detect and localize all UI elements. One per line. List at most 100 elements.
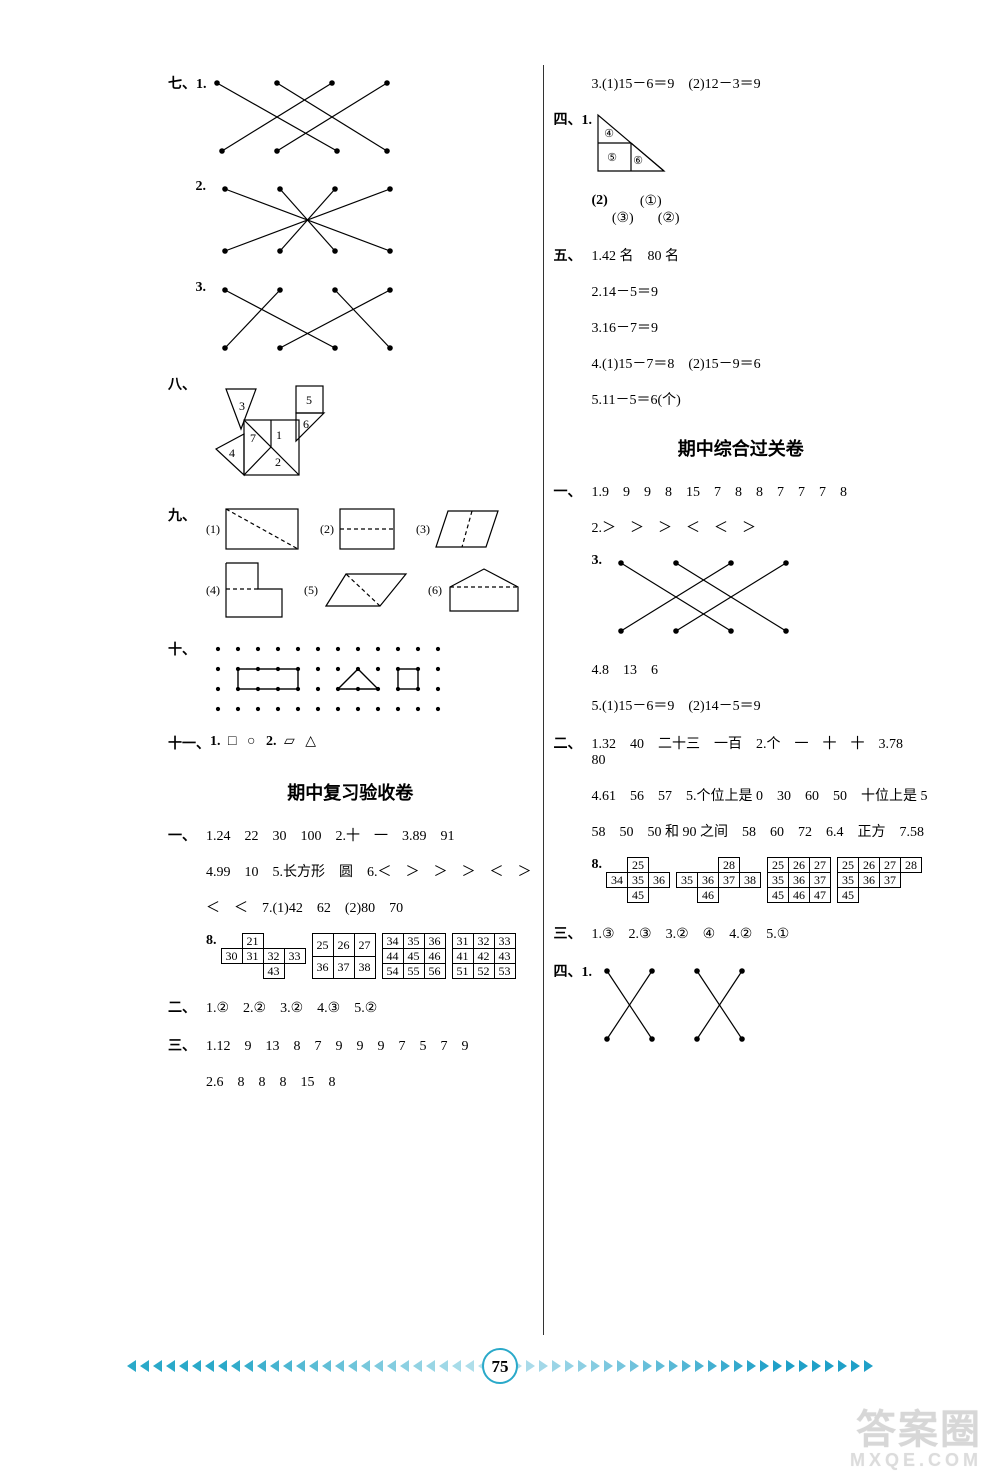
page-number: 75 bbox=[492, 1357, 509, 1376]
answer-text: 58 50 50 和 90 之间 58 60 72 6.4 正方 7.58 bbox=[592, 821, 929, 841]
s1-l2: 4.99 10 5.长方形 圆 6.＜ ＞ ＞ ＞ ＜ ＞ bbox=[206, 861, 533, 881]
q11-text: 1. □ ○ 2. ▱ △ bbox=[210, 733, 533, 750]
r1-l4: 4.8 13 6 bbox=[592, 659, 929, 679]
answer-text: 1.42 名 80 名 bbox=[592, 245, 929, 265]
r4: 四、1. bbox=[554, 961, 929, 1051]
section-title: 期中综合过关卷 bbox=[554, 435, 929, 461]
answer-text: 5.(1)15－6＝9 (2)14－5＝9 bbox=[592, 695, 929, 715]
r4-label: 四、1. bbox=[554, 961, 593, 981]
q10-label: 十、 bbox=[168, 639, 206, 659]
q5-l4: 4.(1)15－7＝8 (2)15－9＝6 bbox=[592, 353, 929, 373]
r3: 三、 1.③ 2.③ 3.② ④ 4.② 5.① bbox=[554, 923, 929, 943]
r1-l5: 5.(1)15－6＝9 (2)14－5＝9 bbox=[592, 695, 929, 715]
s3-label: 三、 bbox=[168, 1035, 206, 1055]
q9-part-label: (6) bbox=[428, 583, 442, 598]
right-column: 3.(1)15－6＝9 (2)12－3＝9 四、1. ④ ⑤ ⑥ bbox=[554, 65, 929, 1335]
cross-lines-diagram bbox=[210, 179, 400, 264]
q7-3-label: 3. bbox=[168, 280, 210, 296]
s3-l2: 2.6 8 8 8 15 8 bbox=[206, 1071, 533, 1091]
q9: 九、 (1) (2) (3) (4) bbox=[168, 505, 533, 621]
q9-part-label: (4) bbox=[206, 583, 220, 598]
s1-8-label: 8. bbox=[206, 933, 217, 949]
s2-label: 二、 bbox=[168, 997, 206, 1017]
q9-part: (1) bbox=[206, 505, 302, 553]
answer-text: 3.(1)15－6＝9 (2)12－3＝9 bbox=[592, 73, 929, 93]
svg-text:4: 4 bbox=[229, 446, 235, 460]
q8-label: 八、 bbox=[168, 374, 206, 394]
s1-l3: ＜ ＜ 7.(1)42 62 (2)80 70 bbox=[206, 897, 533, 917]
svg-text:5: 5 bbox=[306, 393, 312, 407]
q4-2-c3: (②) bbox=[658, 210, 680, 227]
q7-2-label: 2. bbox=[168, 179, 210, 195]
q5-label: 五、 bbox=[554, 245, 592, 265]
s1-l1: 一、 1.24 22 30 100 2.十 一 3.89 91 bbox=[168, 825, 533, 845]
q4-2: (2) (①) (③) (②) bbox=[592, 193, 929, 227]
dot-grid-diagram bbox=[206, 639, 456, 719]
q11-label: 十一、 bbox=[168, 733, 210, 753]
shape-diagram bbox=[336, 505, 398, 553]
q4-2-c1: (①) bbox=[640, 193, 680, 210]
r-top-l1: 3.(1)15－6＝9 (2)12－3＝9 bbox=[592, 73, 929, 93]
q4-2-c2: (③) bbox=[612, 210, 634, 227]
q9-label: 九、 bbox=[168, 505, 206, 525]
q9-part: (2) bbox=[320, 505, 398, 553]
answer-text: 1.32 40 二十三 一百 2.个 一 十 十 3.78 80 bbox=[592, 733, 929, 769]
answer-text: 1.9 9 9 8 15 7 8 8 7 7 7 8 bbox=[592, 481, 929, 501]
r2-label: 二、 bbox=[554, 733, 592, 753]
svg-text:1: 1 bbox=[276, 428, 282, 442]
q9-part: (6) bbox=[428, 559, 522, 621]
r2-l1: 二、 1.32 40 二十三 一百 2.个 一 十 十 3.78 80 bbox=[554, 733, 929, 769]
r2-l4: 8. 25 343536 45 28 35363738 46 252627353… bbox=[592, 857, 929, 903]
q7-1: 七、1. bbox=[168, 73, 533, 163]
q9-part-label: (3) bbox=[416, 522, 430, 537]
page-footer: 75 bbox=[0, 1346, 1000, 1386]
page: 七、1. 2. bbox=[0, 0, 1000, 1476]
q9-part: (5) bbox=[304, 559, 410, 621]
r1-3-label: 3. bbox=[592, 553, 603, 569]
q7-2: 2. bbox=[168, 179, 533, 264]
answer-text: 4.99 10 5.长方形 圆 6.＜ ＞ ＞ ＞ ＜ ＞ bbox=[206, 861, 533, 881]
answer-text: 5.11－5＝6(个) bbox=[592, 389, 929, 409]
number-grids: 21 30313233 43 2526273637383435364445465… bbox=[221, 933, 522, 979]
r2-l2: 4.61 56 57 5.个位上是 0 30 60 50 十位上是 5 bbox=[592, 785, 929, 805]
watermark-line1: 答案圈 bbox=[850, 1409, 982, 1451]
answer-text: 3.16－7＝9 bbox=[592, 317, 929, 337]
footer-arrows: 75 bbox=[0, 1346, 1000, 1386]
r1-l3: 3. bbox=[592, 553, 929, 643]
cross-lines-diagram bbox=[207, 73, 397, 163]
q9-part-label: (5) bbox=[304, 583, 318, 598]
shape-diagram bbox=[432, 505, 502, 553]
s3-l1: 三、 1.12 9 13 8 7 9 9 9 7 5 7 9 bbox=[168, 1035, 533, 1055]
left-column: 七、1. 2. bbox=[168, 65, 533, 1335]
r1-l1: 一、 1.9 9 9 8 15 7 8 8 7 7 7 8 bbox=[554, 481, 929, 501]
two-column-layout: 七、1. 2. bbox=[168, 65, 928, 1335]
section-title: 期中复习验收卷 bbox=[168, 779, 533, 805]
column-divider bbox=[543, 65, 544, 1335]
q5-l5: 5.11－5＝6(个) bbox=[592, 389, 929, 409]
q9-part-label: (1) bbox=[206, 522, 220, 537]
answer-text: 2.＞ ＞ ＞ ＜ ＜ ＞ bbox=[592, 517, 929, 537]
answer-text: 1.③ 2.③ 3.② ④ 4.② 5.① bbox=[592, 923, 929, 943]
answer-text: 1.24 22 30 100 2.十 一 3.89 91 bbox=[206, 825, 533, 845]
svg-text:6: 6 bbox=[303, 417, 309, 431]
cross-lines-diagram bbox=[210, 280, 400, 360]
svg-text:7: 7 bbox=[250, 431, 256, 445]
s1-label: 一、 bbox=[168, 825, 206, 845]
answer-text: 1.12 9 13 8 7 9 9 9 7 5 7 9 bbox=[206, 1035, 533, 1055]
r1-label: 一、 bbox=[554, 481, 592, 501]
shape-diagram bbox=[222, 505, 302, 553]
tangram-diagram: 3 5 6 1 7 2 4 bbox=[206, 374, 356, 489]
shape-diagram bbox=[444, 565, 522, 615]
r2-l3: 58 50 50 和 90 之间 58 60 72 6.4 正方 7.58 bbox=[592, 821, 929, 841]
q5-l2: 2.14－5＝9 bbox=[592, 281, 929, 301]
q4-label: 四、1. bbox=[554, 109, 593, 129]
svg-text:2: 2 bbox=[275, 455, 281, 469]
shape-diagram bbox=[320, 566, 410, 614]
shape-diagram bbox=[222, 559, 286, 621]
q4: 四、1. ④ ⑤ ⑥ bbox=[554, 109, 929, 177]
q10: 十、 bbox=[168, 639, 533, 719]
watermark-line2: MXQE.COM bbox=[850, 1451, 982, 1470]
q5-l3: 3.16－7＝9 bbox=[592, 317, 929, 337]
answer-text: 4.(1)15－7＝8 (2)15－9＝6 bbox=[592, 353, 929, 373]
cross-lines-diagram bbox=[592, 961, 752, 1051]
